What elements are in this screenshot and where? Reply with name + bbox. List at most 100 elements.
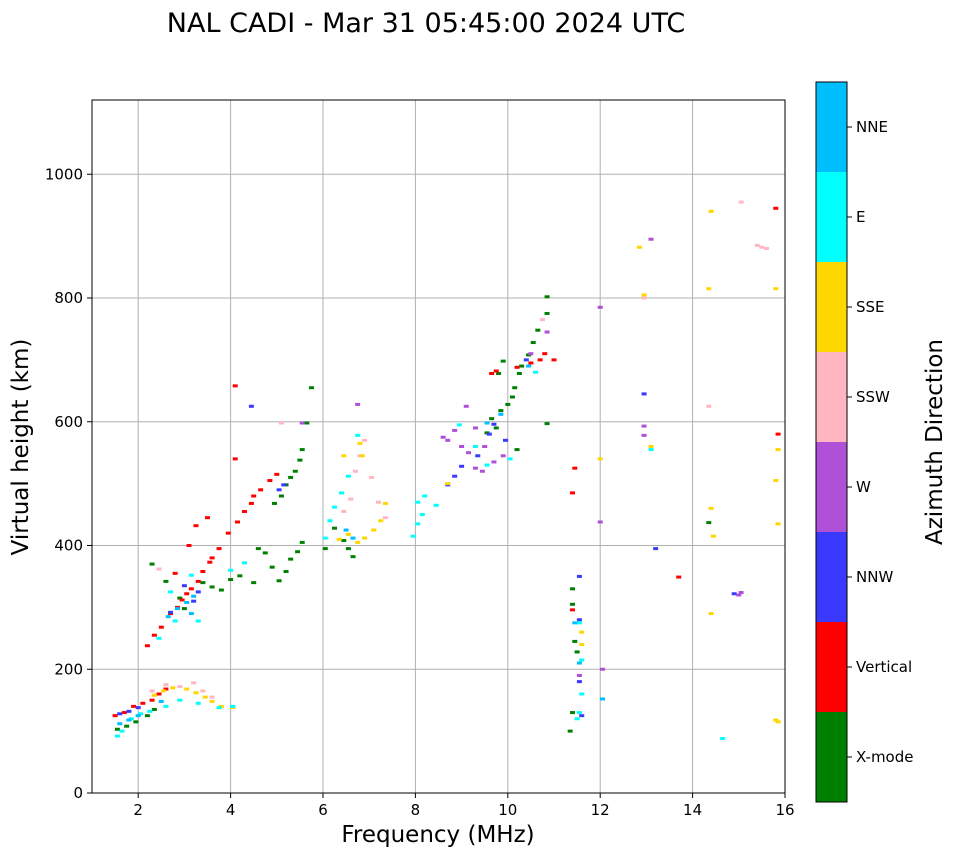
data-point bbox=[523, 358, 529, 362]
data-point bbox=[232, 384, 238, 388]
data-point bbox=[276, 488, 282, 492]
data-point bbox=[119, 729, 125, 733]
series-e bbox=[114, 370, 726, 741]
data-point bbox=[579, 714, 585, 718]
colorbar-segment bbox=[816, 532, 847, 622]
data-point bbox=[542, 352, 548, 356]
data-point bbox=[502, 438, 508, 442]
data-point bbox=[191, 681, 197, 685]
data-point bbox=[572, 639, 578, 643]
data-point bbox=[445, 438, 451, 442]
data-point bbox=[382, 501, 388, 505]
data-point bbox=[419, 513, 425, 517]
data-point bbox=[371, 528, 377, 532]
data-point bbox=[579, 643, 585, 646]
data-point bbox=[352, 469, 358, 473]
data-point bbox=[537, 358, 543, 362]
data-point bbox=[144, 644, 150, 648]
series-w bbox=[299, 237, 744, 677]
x-tick-label: 14 bbox=[683, 801, 702, 819]
y-tick-label: 600 bbox=[54, 413, 83, 431]
data-point bbox=[278, 494, 284, 498]
data-point bbox=[131, 704, 137, 708]
data-point bbox=[466, 451, 472, 455]
data-point bbox=[362, 536, 368, 540]
data-point bbox=[230, 704, 236, 708]
data-point bbox=[276, 579, 282, 583]
data-point bbox=[112, 714, 118, 718]
data-point bbox=[278, 421, 284, 425]
data-point bbox=[720, 737, 726, 741]
data-point bbox=[754, 243, 760, 247]
data-point bbox=[597, 457, 603, 461]
data-point bbox=[341, 539, 347, 543]
data-point bbox=[209, 585, 215, 589]
data-point bbox=[759, 245, 765, 249]
data-point bbox=[281, 483, 287, 487]
data-point bbox=[498, 409, 504, 413]
data-point bbox=[764, 247, 770, 250]
data-point bbox=[304, 421, 310, 425]
series-sse bbox=[151, 209, 781, 724]
data-point bbox=[188, 612, 194, 616]
data-point bbox=[299, 540, 305, 544]
data-point bbox=[308, 386, 314, 390]
data-point bbox=[200, 569, 206, 573]
colorbar-tick-label: X-mode bbox=[856, 748, 913, 766]
data-point bbox=[184, 592, 190, 596]
colorbar-segment bbox=[816, 622, 847, 712]
data-point bbox=[641, 293, 647, 297]
data-point bbox=[158, 699, 164, 703]
data-point bbox=[519, 364, 525, 368]
x-axis-label: Frequency (MHz) bbox=[341, 822, 534, 848]
data-point bbox=[177, 685, 183, 689]
data-point bbox=[452, 474, 458, 478]
data-point bbox=[576, 673, 582, 677]
chart-title: NAL CADI - Mar 31 05:45:00 2024 UTC bbox=[167, 8, 685, 39]
data-point bbox=[241, 561, 247, 565]
data-point bbox=[641, 433, 647, 437]
data-point bbox=[369, 475, 375, 479]
data-point bbox=[248, 404, 254, 408]
data-point bbox=[350, 536, 356, 540]
data-point bbox=[489, 371, 495, 375]
data-point bbox=[484, 421, 490, 425]
data-point bbox=[491, 460, 497, 464]
data-point bbox=[135, 714, 141, 718]
data-point bbox=[297, 458, 303, 462]
data-point bbox=[149, 562, 155, 566]
data-point bbox=[544, 330, 550, 334]
data-point bbox=[507, 457, 513, 461]
data-point bbox=[648, 445, 654, 448]
data-point bbox=[195, 579, 201, 583]
data-point bbox=[158, 625, 164, 629]
data-point bbox=[350, 555, 356, 559]
data-point bbox=[341, 454, 347, 458]
data-point bbox=[355, 402, 361, 406]
data-point bbox=[156, 567, 162, 571]
data-point bbox=[117, 712, 123, 716]
data-point bbox=[149, 698, 155, 702]
colorbar-tick-label: NNE bbox=[856, 118, 888, 136]
data-point bbox=[486, 432, 492, 436]
data-point bbox=[498, 412, 504, 416]
x-tick-label: 12 bbox=[591, 801, 610, 819]
data-point bbox=[114, 727, 120, 731]
x-axis-ticks: 2 4 6 8 10 12 14 16 bbox=[133, 793, 795, 819]
data-point bbox=[147, 709, 153, 713]
data-point bbox=[135, 706, 141, 710]
data-point bbox=[251, 581, 257, 585]
data-point bbox=[177, 698, 183, 702]
colorbar-segment bbox=[816, 172, 847, 262]
data-point bbox=[526, 364, 532, 368]
data-point bbox=[641, 424, 647, 428]
data-point bbox=[191, 594, 197, 598]
data-point bbox=[375, 500, 381, 504]
data-point bbox=[327, 519, 333, 523]
data-point bbox=[710, 534, 716, 538]
data-point bbox=[544, 311, 550, 315]
y-tick-label: 0 bbox=[73, 784, 83, 802]
data-point bbox=[569, 608, 575, 612]
data-point bbox=[706, 404, 712, 408]
data-point bbox=[472, 466, 478, 470]
